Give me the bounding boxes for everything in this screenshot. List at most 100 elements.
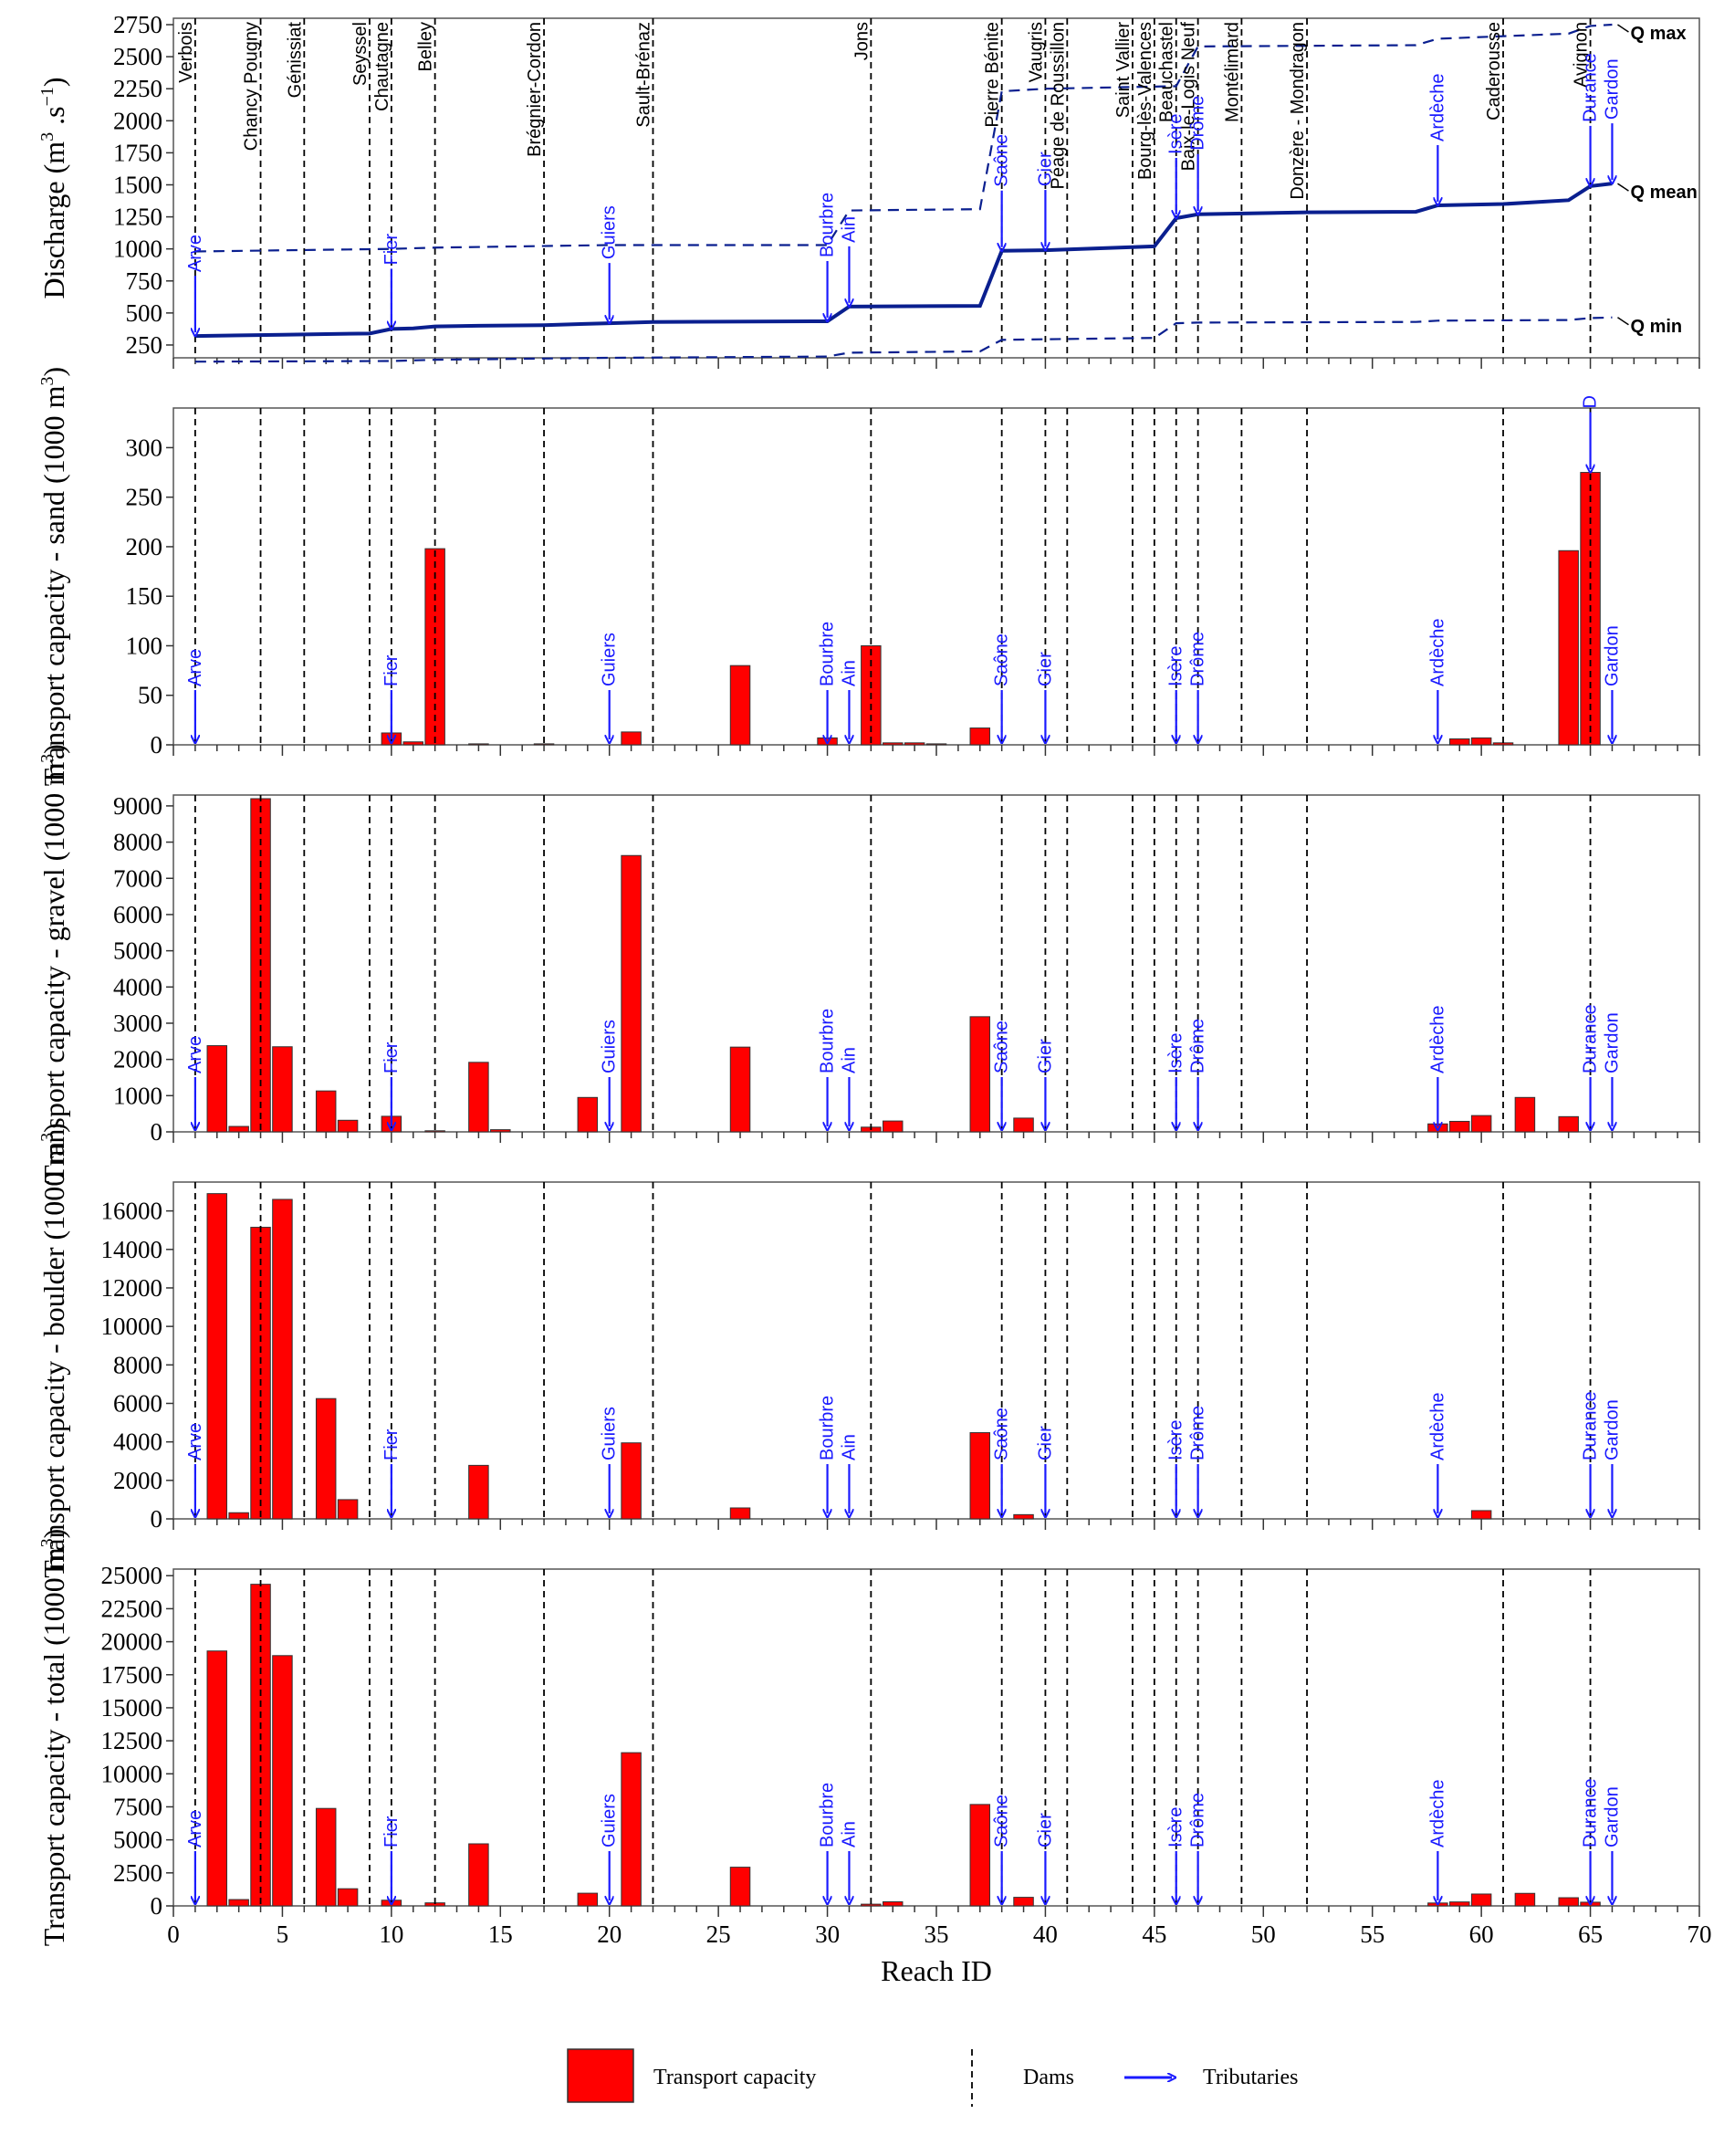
bar-reach-62 xyxy=(1514,1892,1536,1907)
legend: Transport capacity Dams Tributaries xyxy=(567,2048,1298,2107)
tributary-label: Saône xyxy=(992,633,1012,686)
bar-reach-14 xyxy=(468,1843,489,1907)
bar-reach-60 xyxy=(1470,1115,1492,1133)
dam-label: Belley xyxy=(416,22,436,71)
x-tick-label: 15 xyxy=(488,1921,513,1948)
tributary-label: Guiers xyxy=(600,1407,620,1460)
tributary-label: Gardon xyxy=(1602,1399,1622,1460)
tributary-label: Saône xyxy=(992,1408,1012,1460)
tributary-label: Fier xyxy=(381,1429,402,1460)
legend-label-tributaries: Tributaries xyxy=(1203,2066,1298,2089)
y-tick-label: 14000 xyxy=(101,1236,163,1263)
y-tick-label: 9000 xyxy=(113,792,162,820)
bar-reach-11 xyxy=(402,741,423,746)
tributary-label: Ardèche xyxy=(1427,619,1447,687)
bar-reach-37 xyxy=(969,1804,991,1907)
y-tick-label: 100 xyxy=(126,632,163,659)
tributary-label: Gardon xyxy=(1602,1786,1622,1847)
tributary-label: Guiers xyxy=(600,1794,620,1847)
bar-reach-19 xyxy=(577,1096,599,1133)
tributary-label: Ardèche xyxy=(1427,73,1447,141)
bar-reach-7 xyxy=(315,1807,337,1907)
bar-reach-32 xyxy=(861,1903,882,1907)
bar-reach-8 xyxy=(337,1499,359,1520)
dam-label: Caderousse xyxy=(1484,22,1504,120)
x-tick-label: 45 xyxy=(1142,1921,1166,1948)
series-label-leader xyxy=(1617,24,1629,33)
tributary-label: Saône xyxy=(992,134,1012,187)
tributary-label: Gier xyxy=(1035,1813,1055,1847)
dam-label: Pierre Bénite xyxy=(983,22,1003,128)
x-tick-label: 55 xyxy=(1360,1921,1384,1948)
series-label: Q max xyxy=(1630,24,1686,44)
bar-reach-3 xyxy=(228,1125,249,1133)
y-tick-label: 150 xyxy=(126,582,163,610)
dam-label: Montélimard xyxy=(1222,22,1242,122)
series-line-q-min xyxy=(194,316,1613,363)
dam-label: Avignon xyxy=(1572,22,1592,88)
series-label: Q mean xyxy=(1630,183,1697,203)
bar-reach-37 xyxy=(969,1432,991,1520)
bar-reach-59 xyxy=(1449,1120,1470,1133)
tributary-label: Ain xyxy=(839,1434,859,1460)
tributary-label: Drôme xyxy=(1188,96,1208,151)
dam-label: Chancy Pougny xyxy=(242,22,262,151)
x-tick-label: 0 xyxy=(167,1921,180,1948)
dam-label: Vaugris xyxy=(1026,22,1046,82)
y-tick-label: 20000 xyxy=(101,1628,163,1656)
tributary-label: D xyxy=(1581,395,1601,408)
y-tick-label: 0 xyxy=(151,1505,163,1533)
bar-reach-64 xyxy=(1558,549,1579,746)
x-tick-label: 60 xyxy=(1469,1921,1494,1948)
dam-label: Verbois xyxy=(176,22,196,83)
tributary-label: Arve xyxy=(185,235,205,272)
tributary-label: Saône xyxy=(992,1020,1012,1073)
tributary-label: Ain xyxy=(839,1821,859,1847)
bar-reach-26 xyxy=(729,665,751,746)
y-tick-label: 22500 xyxy=(101,1595,163,1622)
bar-reach-37 xyxy=(969,727,991,746)
bar-reach-33 xyxy=(882,1901,904,1907)
y-tick-label: 1750 xyxy=(113,139,162,166)
tributary-label: Gardon xyxy=(1602,625,1622,686)
y-tick-label: 16000 xyxy=(101,1198,163,1225)
y-tick-label: 17500 xyxy=(101,1661,163,1689)
bar-reach-17 xyxy=(533,743,555,746)
bar-reach-39 xyxy=(1013,1897,1034,1907)
y-tick-label: 12000 xyxy=(101,1274,163,1302)
tributary-label: Arve xyxy=(185,1423,205,1460)
bar-reach-26 xyxy=(729,1507,751,1520)
tributary-label: Isère xyxy=(1166,114,1186,154)
bar-reach-61 xyxy=(1492,742,1514,746)
panel-2: 0 50 100 150 200 250 300 Transport capacity - s… xyxy=(37,367,1700,786)
tributary-label: Fier xyxy=(381,1041,402,1073)
tributary-label: Fier xyxy=(381,1816,402,1847)
bar-reach-37 xyxy=(969,1016,991,1133)
dam-label: Génissiat xyxy=(285,22,305,99)
bar-reach-64 xyxy=(1558,1897,1579,1907)
tributary-label: Bourbre xyxy=(818,1783,838,1847)
tributary-label: Gardon xyxy=(1602,1012,1622,1073)
y-tick-label: 0 xyxy=(151,731,163,759)
tributary-label: Durance xyxy=(1581,1004,1601,1073)
y-axis-title: Transport capacity - total (1000 m3) xyxy=(37,1529,70,1947)
x-tick-label: 70 xyxy=(1687,1921,1712,1948)
y-tick-label: 7500 xyxy=(113,1793,162,1820)
y-tick-label: 8000 xyxy=(113,829,162,856)
bar-reach-21 xyxy=(621,1752,642,1907)
y-axis-title: Transport capacity - sand (1000 m3) xyxy=(37,367,70,786)
bar-reach-39 xyxy=(1013,1117,1034,1133)
legend-swatch-bar xyxy=(567,2048,634,2103)
y-tick-label: 300 xyxy=(126,434,163,461)
bar-reach-14 xyxy=(468,1464,489,1520)
tributary-label: Isère xyxy=(1166,1420,1186,1460)
tributary-label: Durance xyxy=(1581,1778,1601,1847)
y-tick-label: 750 xyxy=(126,267,163,295)
dam-label: Péage de Roussillon xyxy=(1048,22,1068,189)
tributary-label: Guiers xyxy=(600,205,620,259)
x-tick-label: 30 xyxy=(815,1921,840,1948)
tributary-label: Gier xyxy=(1035,652,1055,686)
bar-reach-21 xyxy=(621,854,642,1133)
tributary-label: Isère xyxy=(1166,646,1186,686)
